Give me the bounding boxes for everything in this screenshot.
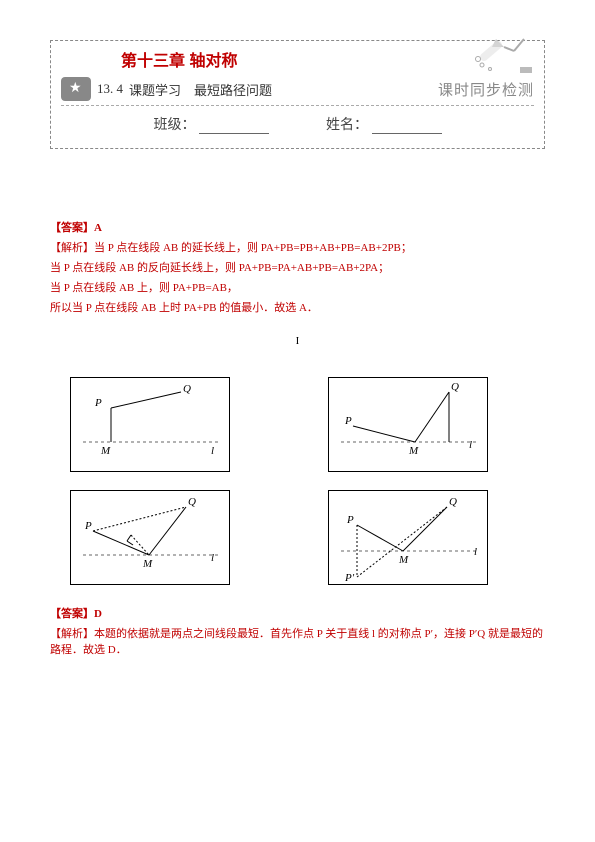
svg-text:M: M <box>142 558 153 570</box>
section-title: 课题学习 最短路径问题 <box>129 80 272 99</box>
svg-text:P: P <box>84 520 92 532</box>
svg-text:Q: Q <box>183 383 191 395</box>
svg-text:P: P <box>346 514 354 526</box>
diagram-grid: P Q M l P Q M l P Q M l <box>70 377 525 585</box>
svg-text:P: P <box>94 397 102 409</box>
question-2-answer: 【答案】D 【解析】本题的依据就是两点之间线段最短．首先作点 P 关于直线 l … <box>50 605 545 657</box>
diagram-c: P Q M l <box>70 490 230 585</box>
analysis2-text: 本题的依据就是两点之间线段最短．首先作点 P 关于直线 l 的对称点 P′，连接… <box>50 628 543 656</box>
name-label: 姓名： <box>326 118 368 133</box>
diagram-d: P Q M P′ l <box>328 490 488 585</box>
svg-text:l: l <box>211 445 214 457</box>
analysis-label: 【解析】 <box>50 242 94 254</box>
svg-text:P′: P′ <box>344 572 355 584</box>
svg-text:l: l <box>469 439 472 451</box>
question-1-answer: 【答案】A 【解析】当 P 点在线段 AB 的延长线上，则 PA+PB=PB+A… <box>50 219 545 315</box>
svg-text:P: P <box>344 415 352 427</box>
header-box: 第十三章 轴对称 13. 4 课题学习 最短路径问题 课时同步检测 班级： 姓名… <box>50 40 545 149</box>
svg-text:Q: Q <box>449 496 457 508</box>
answer-label: 【答案】 <box>50 222 94 234</box>
svg-text:Q: Q <box>188 496 196 508</box>
analysis2-label: 【解析】 <box>50 628 94 640</box>
svg-text:M: M <box>398 554 409 566</box>
svg-text:M: M <box>100 445 111 457</box>
star-icon <box>61 77 91 101</box>
class-label: 班级： <box>154 118 196 133</box>
analysis-line1: 当 P 点在线段 AB 的延长线上，则 PA+PB=PB+AB+PB=AB+2P… <box>94 242 412 254</box>
svg-text:l: l <box>474 546 477 558</box>
name-input-line[interactable] <box>372 133 442 134</box>
analysis-line3: 当 P 点在线段 AB 上，则 PA+PB=AB， <box>50 279 545 295</box>
answer2-value: D <box>94 608 102 620</box>
class-input-line[interactable] <box>199 133 269 134</box>
analysis-line2: 当 P 点在线段 AB 的反向延长线上，则 PA+PB=PA+AB+PB=AB+… <box>50 259 545 275</box>
chapter-title: 第十三章 轴对称 <box>121 47 534 71</box>
answer-value: A <box>94 222 102 234</box>
svg-text:l: l <box>211 552 214 564</box>
diagram-a: P Q M l <box>70 377 230 472</box>
section-no: 13. 4 <box>97 81 123 97</box>
divider-mark: I <box>50 335 545 347</box>
topic-row: 13. 4 课题学习 最短路径问题 课时同步检测 <box>61 77 534 106</box>
answer2-label: 【答案】 <box>50 608 94 620</box>
diagram-b: P Q M l <box>328 377 488 472</box>
sync-label: 课时同步检测 <box>438 79 534 100</box>
fields-row: 班级： 姓名： <box>61 114 534 134</box>
lamp-icon <box>474 37 534 77</box>
svg-text:Q: Q <box>451 381 459 393</box>
analysis-line4: 所以当 P 点在线段 AB 上时 PA+PB 的值最小．故选 A． <box>50 299 545 315</box>
svg-text:M: M <box>408 445 419 457</box>
